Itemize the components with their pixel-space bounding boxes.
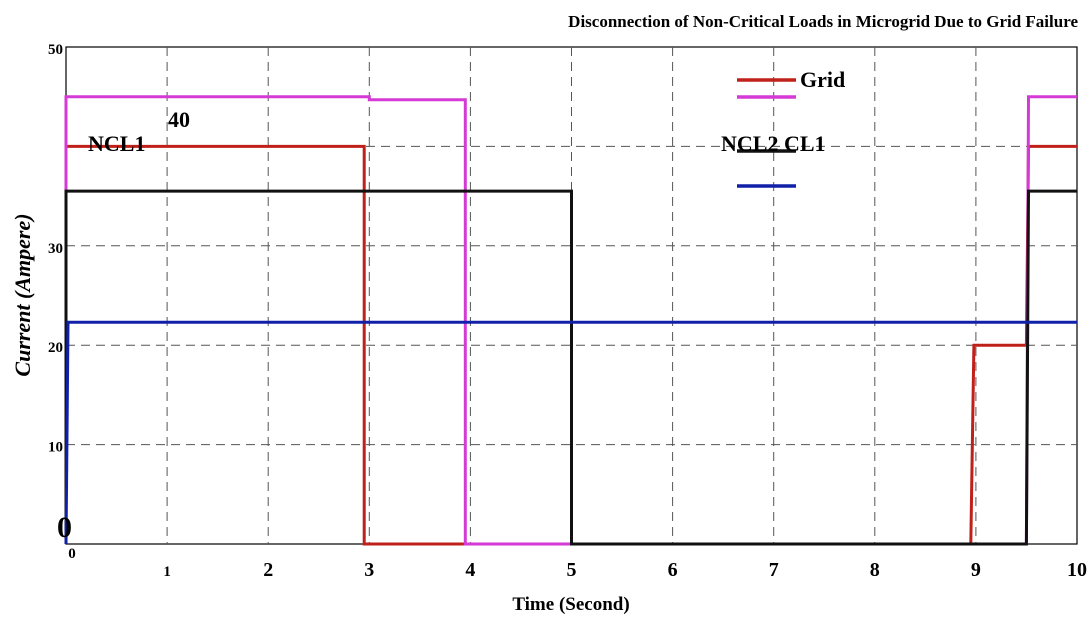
series-line-3 — [64, 189, 1077, 546]
legend: Grid NCL2 CL1 — [721, 67, 845, 188]
y-tick-label: 30 — [48, 241, 63, 257]
y-tick-label: 0 — [57, 511, 72, 544]
x-tick-label: 8 — [870, 559, 880, 581]
legend-label-1: Grid — [800, 67, 845, 92]
x-tick-label: 3 — [364, 559, 374, 581]
x-tick-label: 1 — [163, 564, 171, 580]
x-tick-label: 9 — [971, 559, 981, 581]
x-tick-label: 7 — [769, 559, 779, 581]
series-lines — [64, 95, 1077, 546]
legend-label-3: NCL2 CL1 — [721, 131, 826, 156]
x-tick-label: 4 — [465, 559, 475, 581]
y-tick-label: 40 — [168, 107, 190, 132]
annotations: NCL1 — [88, 131, 145, 156]
annotation-label: NCL1 — [88, 131, 145, 156]
y-tick-label: 10 — [48, 440, 63, 456]
x-axis-label: Time (Second) — [512, 594, 629, 615]
series-line-4 — [64, 320, 1077, 545]
x-tick-label: 0 — [68, 546, 76, 562]
plot-area — [64, 46, 1078, 546]
tick-labels: 0 1 2 3 4 5 6 7 8 9 10 10 20 30 40 50 0 — [48, 42, 1087, 581]
y-tick-label: 50 — [48, 42, 63, 58]
x-tick-label: 10 — [1067, 559, 1087, 581]
x-tick-label: 2 — [263, 559, 273, 581]
x-tick-label: 5 — [567, 559, 577, 581]
x-tick-label: 6 — [668, 559, 678, 581]
y-axis-label: Current (Ampere) — [10, 213, 35, 376]
chart-title: Disconnection of Non-Critical Loads in M… — [568, 12, 1078, 31]
y-tick-label: 20 — [48, 340, 63, 356]
